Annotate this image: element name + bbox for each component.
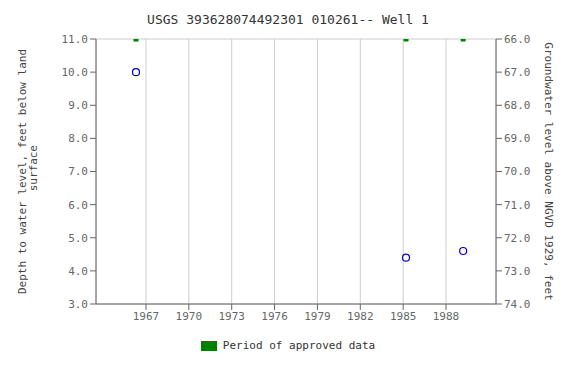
svg-text:1970: 1970 (176, 310, 203, 323)
svg-text:6.0: 6.0 (68, 199, 88, 212)
svg-text:1985: 1985 (390, 310, 417, 323)
svg-text:68.0: 68.0 (504, 99, 531, 112)
svg-text:66.0: 66.0 (504, 33, 531, 46)
svg-text:7.0: 7.0 (68, 165, 88, 178)
svg-text:1979: 1979 (304, 310, 331, 323)
svg-text:9.0: 9.0 (68, 99, 88, 112)
svg-text:10.0: 10.0 (62, 66, 89, 79)
svg-text:70.0: 70.0 (504, 165, 531, 178)
html-text:USGS 393628074492301 010261--: USGS 393628074492301 010261-- Well 1 (147, 12, 429, 27)
svg-text:1973: 1973 (218, 310, 245, 323)
svg-text:3.0: 3.0 (68, 298, 88, 311)
svg-text:Groundwater level above NGVD 1: Groundwater level above NGVD 1929, feet (542, 42, 555, 300)
svg-text:11.0: 11.0 (62, 33, 89, 46)
html-text:Period of approved data: Period of approved data (222, 339, 376, 352)
svg-text:1988: 1988 (433, 310, 460, 323)
svg-text:67.0: 67.0 (504, 66, 531, 79)
svg-text:73.0: 73.0 (504, 265, 531, 278)
svg-text:1976: 1976 (261, 310, 288, 323)
svg-text:69.0: 69.0 (504, 132, 531, 145)
svg-text:74.0: 74.0 (504, 298, 531, 311)
svg-text:5.0: 5.0 (68, 232, 88, 245)
svg-text:72.0: 72.0 (504, 232, 531, 245)
svg-text:8.0: 8.0 (68, 132, 88, 145)
svg-text:1982: 1982 (347, 310, 374, 323)
svg-text:71.0: 71.0 (504, 199, 531, 212)
svg-text:4.0: 4.0 (68, 265, 88, 278)
svg-text:1967: 1967 (133, 310, 160, 323)
svg-text:Depth to water level, feet bel: Depth to water level, feet below land su… (16, 49, 40, 294)
